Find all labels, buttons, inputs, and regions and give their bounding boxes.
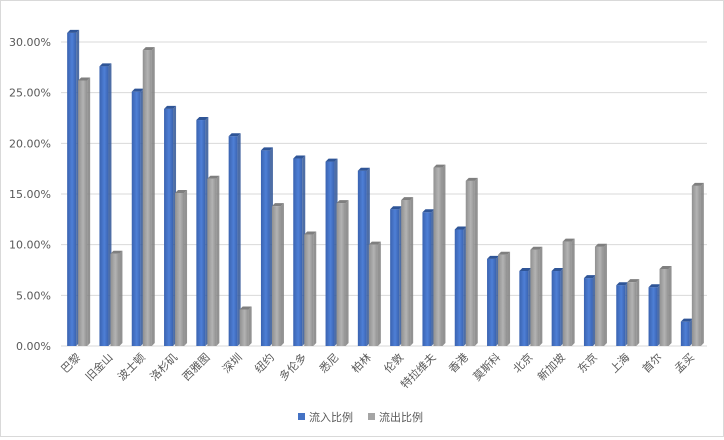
bar-inflow — [422, 209, 435, 346]
y-tick-label: 20.00% — [9, 137, 51, 150]
bar-inflow — [293, 155, 306, 346]
bar-inflow — [99, 63, 112, 346]
x-category-label: 特拉维夫 — [398, 350, 439, 391]
bar-inflow — [325, 158, 338, 346]
x-category-label: 纽约 — [252, 350, 277, 375]
bar-inflow — [390, 206, 403, 346]
x-category-label: 首尔 — [639, 350, 664, 375]
y-tick-label: 0.00% — [16, 340, 51, 353]
x-category-label: 伦敦 — [381, 350, 406, 375]
bar-inflow — [454, 226, 467, 346]
bar-outflow — [433, 164, 446, 346]
y-axis-ticks: 0.00% 5.00% 10.00% 15.00% 20.00% 25.00% 30.00% — [9, 36, 51, 353]
y-tick-label: 30.00% — [9, 36, 51, 49]
x-category-label: 莫斯科 — [470, 350, 503, 383]
x-category-label: 波士顿 — [115, 350, 148, 383]
x-category-label: 新加坡 — [535, 350, 568, 383]
bar-inflow — [487, 255, 500, 346]
bar-outflow — [207, 175, 220, 346]
bar-outflow — [465, 177, 478, 346]
bar-outflow — [368, 241, 381, 346]
bar-outflow — [336, 200, 349, 346]
bar-outflow — [401, 197, 414, 346]
legend-swatch — [368, 413, 375, 420]
bar-outflow — [627, 279, 640, 346]
bar-inflow — [131, 88, 144, 347]
x-category-label: 巴黎 — [58, 350, 83, 375]
bar-inflow — [67, 29, 80, 346]
x-category-label: 西雅图 — [179, 350, 212, 383]
y-tick-label: 5.00% — [16, 289, 51, 302]
bar-inflow — [519, 268, 532, 346]
legend-label: 流入比例 — [309, 410, 353, 424]
bar-inflow — [583, 275, 596, 346]
bar-inflow — [680, 318, 693, 346]
bar-inflow — [196, 117, 209, 346]
x-category-label: 北京 — [510, 350, 535, 375]
bar-outflow — [239, 306, 252, 346]
x-category-label: 多伦多 — [276, 350, 309, 383]
x-category-label: 香港 — [446, 351, 471, 376]
bar-inflow — [551, 268, 564, 346]
y-tick-label: 25.00% — [9, 87, 51, 100]
bar-outflow — [594, 243, 607, 346]
bar-inflow — [616, 282, 629, 346]
y-tick-label: 15.00% — [9, 188, 51, 201]
bar-inflow — [260, 147, 273, 346]
x-category-label: 东京 — [575, 350, 600, 375]
gridlines — [61, 41, 707, 347]
bar-outflow — [271, 203, 284, 346]
bar-outflow — [498, 251, 511, 346]
legend: 流入比例 流出比例 — [298, 410, 423, 424]
x-category-label: 旧金山 — [82, 350, 115, 383]
bar-inflow — [357, 167, 370, 346]
y-tick-label: 10.00% — [9, 239, 51, 252]
bar-outflow — [659, 265, 672, 346]
x-category-label: 洛杉矶 — [147, 350, 180, 383]
bar-inflow — [164, 105, 177, 346]
bar-outflow — [142, 47, 155, 347]
bar-outflow — [78, 77, 91, 347]
x-category-label: 柏林 — [349, 350, 374, 375]
x-category-label: 孟买 — [672, 351, 697, 376]
legend-label: 流出比例 — [379, 410, 423, 424]
x-category-label: 深圳 — [220, 351, 245, 376]
x-category-label: 悉尼 — [317, 351, 342, 376]
bar-outflow — [304, 231, 317, 346]
bar-outflow — [691, 182, 704, 346]
legend-swatch — [298, 413, 305, 420]
bar-outflow — [175, 189, 188, 346]
bar-outflow — [110, 250, 123, 346]
bar-outflow — [530, 246, 543, 346]
bar-inflow — [228, 133, 241, 346]
bar-outflow — [562, 238, 575, 346]
x-category-label: 上海 — [607, 350, 632, 375]
bars — [67, 29, 704, 347]
bar-inflow — [648, 284, 661, 346]
